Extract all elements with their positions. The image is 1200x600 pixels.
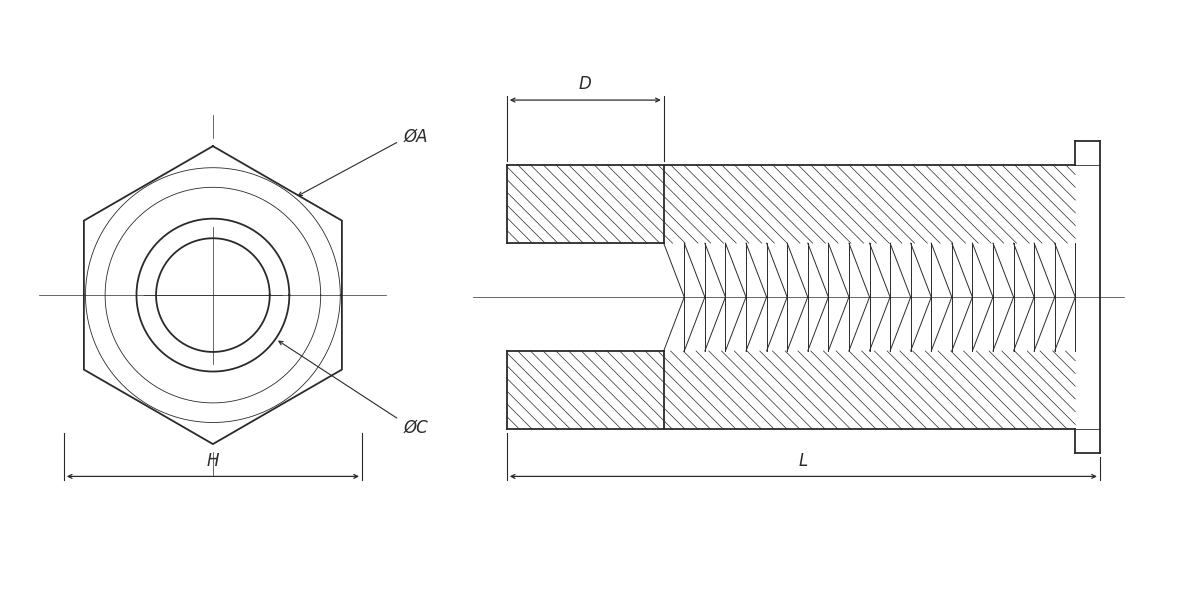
Text: H: H xyxy=(206,452,220,470)
Text: L: L xyxy=(799,452,808,470)
Text: ØC: ØC xyxy=(404,418,428,436)
Text: D: D xyxy=(578,75,592,93)
Text: ØA: ØA xyxy=(404,127,428,145)
